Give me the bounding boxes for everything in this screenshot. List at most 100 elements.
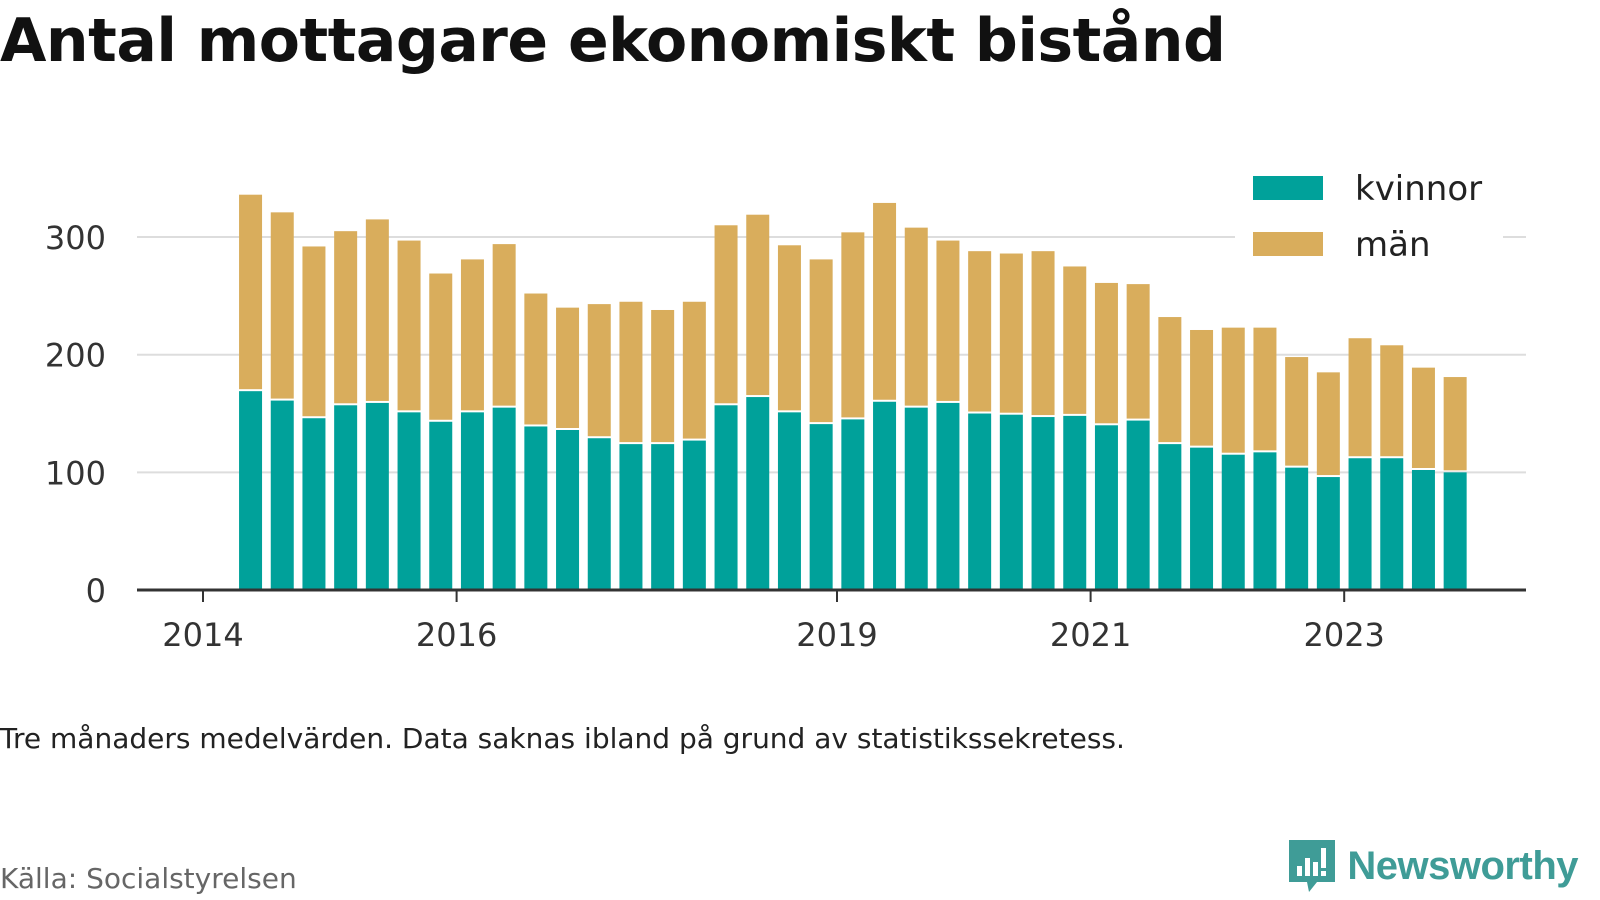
- bar-kvinnor: [1063, 415, 1087, 590]
- legend-swatch-man: [1253, 232, 1323, 256]
- bar-chart: 0 100 200 300 2014 2016 2019 2021 2023 kvinnor mä…: [45, 160, 1526, 654]
- bar-man: [873, 202, 897, 400]
- bar-man: [1380, 345, 1404, 457]
- bar-man: [936, 240, 960, 401]
- y-tick-label: 300: [45, 219, 106, 257]
- bar-kvinnor: [1158, 444, 1182, 590]
- bar-man: [239, 194, 263, 390]
- brand-logo[interactable]: Newsworthy: [1287, 838, 1578, 894]
- bar-man: [1253, 327, 1277, 451]
- bar-kvinnor: [1253, 452, 1277, 590]
- bar-man: [1411, 367, 1435, 468]
- bar-kvinnor: [270, 400, 294, 590]
- bar-kvinnor: [365, 402, 389, 590]
- bar-kvinnor: [524, 426, 548, 590]
- bar-man: [1158, 317, 1182, 443]
- bar-man: [1094, 282, 1118, 424]
- bar-kvinnor: [682, 440, 706, 590]
- legend-swatch-kvinnor: [1253, 176, 1323, 200]
- bar-kvinnor: [1190, 447, 1214, 590]
- bar-kvinnor: [1380, 458, 1404, 590]
- y-tick-label: 0: [86, 572, 106, 610]
- bar-man: [714, 225, 738, 404]
- bar-kvinnor: [999, 414, 1023, 590]
- bar-man: [619, 301, 643, 443]
- legend: kvinnor män: [1235, 160, 1503, 280]
- bar-man: [999, 253, 1023, 413]
- bar-kvinnor: [1031, 417, 1055, 590]
- bar-kvinnor: [492, 407, 516, 590]
- bar-kvinnor: [1411, 469, 1435, 590]
- bar-man: [1063, 266, 1087, 414]
- bar-kvinnor: [651, 444, 675, 590]
- bar-kvinnor: [936, 402, 960, 590]
- axes: 0 100 200 300 2014 2016 2019 2021 2023: [45, 219, 1526, 654]
- bar-kvinnor: [460, 412, 484, 590]
- x-tick-label: 2021: [1050, 616, 1131, 654]
- bar-man: [1031, 251, 1055, 416]
- bar-kvinnor: [239, 391, 263, 590]
- bar-man: [968, 251, 992, 412]
- bar-man: [651, 309, 675, 443]
- bar-man: [1316, 372, 1340, 476]
- bar-man: [1285, 357, 1309, 466]
- bar-kvinnor: [809, 424, 833, 590]
- bar-kvinnor: [873, 401, 897, 590]
- bar-man: [682, 301, 706, 439]
- bar-kvinnor: [302, 418, 326, 590]
- bar-kvinnor: [1443, 472, 1467, 590]
- bar-kvinnor: [556, 429, 580, 590]
- bar-man: [587, 304, 611, 437]
- bar-kvinnor: [1126, 420, 1150, 590]
- bar-kvinnor: [968, 413, 992, 590]
- bar-man: [841, 232, 865, 418]
- y-tick-label: 200: [45, 337, 106, 375]
- y-tick-label: 100: [45, 454, 106, 492]
- legend-label: kvinnor: [1355, 169, 1482, 209]
- bar-kvinnor: [334, 405, 358, 590]
- bar-kvinnor: [841, 419, 865, 590]
- bars: [239, 194, 1467, 590]
- bar-kvinnor: [1221, 454, 1245, 590]
- bar-man: [556, 307, 580, 428]
- brand-name: Newsworthy: [1347, 843, 1578, 888]
- bar-man: [904, 227, 928, 406]
- bar-man: [365, 219, 389, 401]
- bar-kvinnor: [619, 444, 643, 590]
- bar-kvinnor: [1094, 425, 1118, 590]
- x-tick-label: 2019: [796, 616, 877, 654]
- bar-man: [524, 293, 548, 425]
- newsworthy-logo-icon: [1289, 840, 1336, 892]
- bar-man: [1190, 329, 1214, 446]
- bar-man: [1126, 284, 1150, 419]
- bar-kvinnor: [777, 412, 801, 590]
- bar-kvinnor: [746, 397, 770, 590]
- bar-man: [302, 246, 326, 417]
- x-tick-label: 2023: [1303, 616, 1384, 654]
- bar-kvinnor: [904, 407, 928, 590]
- bar-man: [809, 259, 833, 423]
- bar-man: [1443, 377, 1467, 471]
- bar-kvinnor: [587, 438, 611, 590]
- bar-man: [270, 212, 294, 399]
- legend-label: män: [1355, 225, 1431, 265]
- bar-man: [397, 240, 421, 411]
- bar-man: [777, 245, 801, 411]
- bar-man: [746, 214, 770, 396]
- bar-man: [460, 259, 484, 411]
- bar-kvinnor: [1348, 458, 1372, 590]
- x-tick-label: 2014: [162, 616, 243, 654]
- x-tick-label: 2016: [416, 616, 497, 654]
- bar-man: [1221, 327, 1245, 453]
- bar-kvinnor: [1316, 477, 1340, 590]
- source-credit: Källa: Socialstyrelsen: [0, 862, 297, 895]
- chart-title: Antal mottagare ekonomiskt bistånd: [0, 6, 1226, 76]
- bar-man: [429, 273, 453, 420]
- bar-man: [334, 231, 358, 404]
- bar-kvinnor: [1285, 467, 1309, 590]
- bar-man: [492, 244, 516, 406]
- bar-kvinnor: [397, 412, 421, 590]
- bar-man: [1348, 338, 1372, 457]
- chart-note: Tre månaders medelvärden. Data saknas ib…: [0, 722, 1125, 755]
- bar-kvinnor: [714, 405, 738, 590]
